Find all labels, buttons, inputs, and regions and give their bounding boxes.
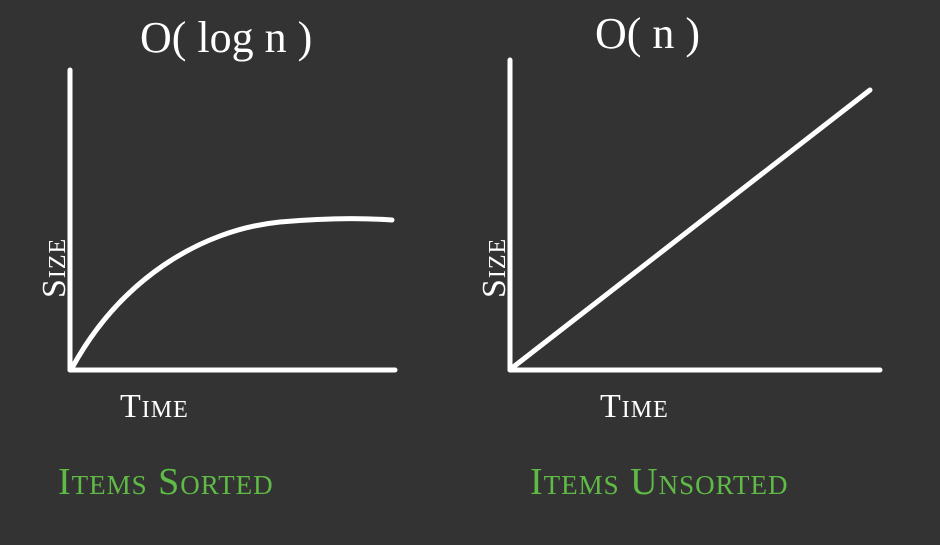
curve-linear-n [512, 90, 870, 368]
panel-linear-n: O( n ) Size Time Items Unsorted [0, 0, 940, 545]
title-linear-n: O( n ) [595, 8, 700, 59]
caption-unsorted: Items Unsorted [530, 460, 789, 504]
plot-linear-n [490, 60, 890, 380]
x-axis-label-right: Time [600, 388, 669, 426]
